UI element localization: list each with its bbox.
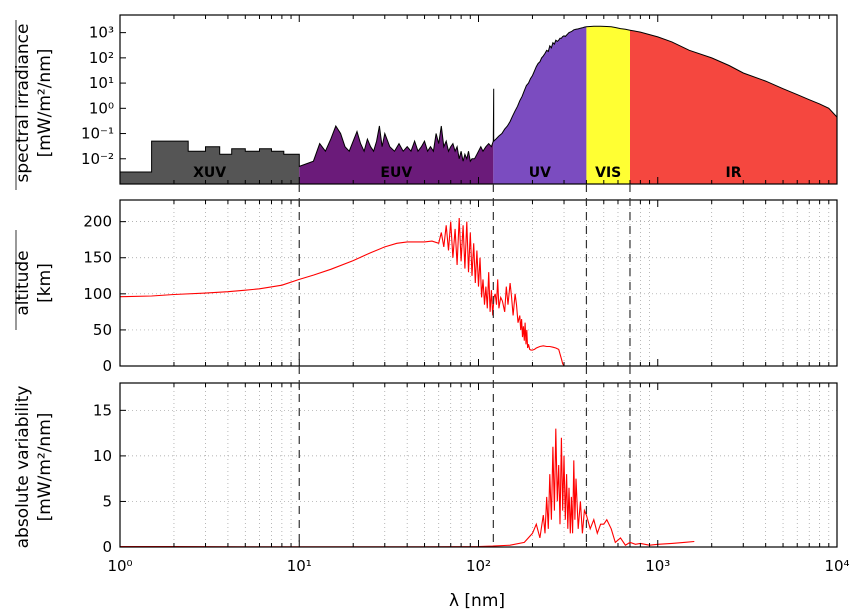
band-boundary-lines [298, 184, 631, 547]
band-label-xuv: XUV [193, 165, 226, 181]
ytick-label: 10 [93, 447, 112, 465]
variability-panel: 0 5 10 15 10⁰ 10¹ 10² 10³ 10⁴ [93, 15, 850, 575]
ytick-label: 5 [102, 492, 112, 510]
altitude-ylabel-line2: [km] [35, 263, 55, 303]
band-label-euv: EUV [380, 165, 412, 181]
x-axis-title: λ [nm] [449, 591, 505, 611]
band-fill-vis [586, 26, 630, 184]
irradiance-ylabel-line1: spectral irradiance [13, 24, 33, 183]
irradiance-line [120, 25, 838, 173]
ytick-label: 0 [102, 357, 112, 375]
ytick-label: 50 [93, 321, 112, 339]
irradiance-ytick-label: 10⁻² [81, 150, 114, 168]
ytick-label: 15 [93, 401, 112, 419]
xtick-label: 10³ [645, 557, 670, 575]
variability-ylabel: absolute variability [mW/m²/nm] [13, 386, 55, 549]
band-fill-ir [629, 30, 837, 184]
band-fill-uv [493, 26, 587, 184]
variability-ylabel-line1: absolute variability [13, 386, 33, 549]
variability-line [120, 428, 695, 548]
ytick-label: 200 [83, 213, 112, 231]
band-label-vis: VIS [595, 165, 621, 181]
irradiance-ytick-label: 10⁰ [89, 99, 114, 117]
irradiance-panel: XUV EUV UV VIS IR 10⁻² 10⁻¹ 10⁰ 10¹ 10² 10³ [81, 14, 838, 185]
xtick-label: 10¹ [287, 557, 312, 575]
band-label-ir: IR [725, 165, 741, 181]
band-label-uv: UV [529, 165, 551, 181]
xtick-label: 10⁴ [824, 557, 849, 575]
band-fill-euv [299, 126, 494, 184]
band-fill-xuv [120, 141, 300, 184]
xtick-label: 10⁰ [107, 557, 132, 575]
altitude-ylabel: altitude [km] [13, 250, 55, 315]
irradiance-ytick-label: 10⁻¹ [81, 125, 114, 143]
irradiance-ytick-label: 10² [89, 49, 114, 67]
irradiance-ylabel-line2: [mW/m²/nm] [35, 49, 55, 158]
irradiance-ylabel: spectral irradiance [mW/m²/nm] [13, 24, 55, 183]
variability-ylabel-line2: [mW/m²/nm] [35, 413, 55, 522]
altitude-line [119, 217, 618, 367]
ytick-label: 150 [83, 249, 112, 267]
panel-frame [119, 382, 838, 548]
irradiance-ytick-label: 10³ [89, 24, 114, 42]
ytick-label: 0 [102, 538, 112, 556]
altitude-ylabel-line1: altitude [13, 250, 33, 315]
xtick-label: 10² [466, 557, 491, 575]
ytick-label: 100 [83, 285, 112, 303]
altitude-panel: 0 50 100 150 200 [83, 199, 838, 375]
irradiance-ytick-label: 10¹ [89, 74, 114, 92]
